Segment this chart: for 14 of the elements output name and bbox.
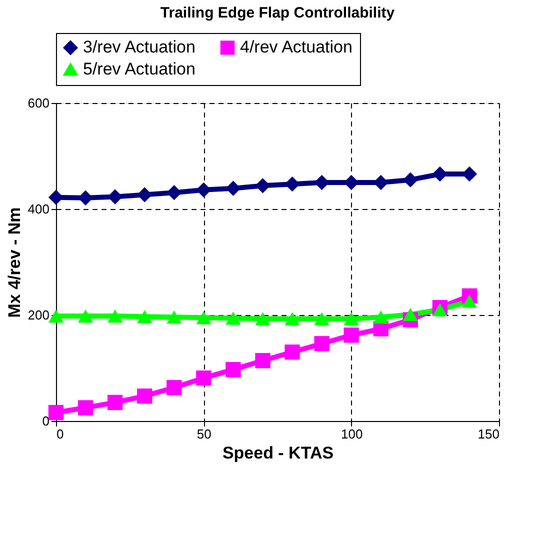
legend-label: 4/rev Actuation bbox=[240, 38, 352, 57]
legend-label: 3/rev Actuation bbox=[83, 38, 196, 57]
chart-title: Trailing Edge Flap Controllability bbox=[160, 4, 396, 22]
y-tick-label: 200 bbox=[28, 308, 50, 322]
y-tick-label: 600 bbox=[28, 96, 50, 110]
x-tick-label: 0 bbox=[56, 426, 64, 442]
y-tick-label: 400 bbox=[28, 202, 50, 216]
x-tick-label: 150 bbox=[478, 426, 500, 442]
x-tick-label: 100 bbox=[340, 426, 363, 442]
x-axis-title: Speed - KTAS bbox=[222, 444, 334, 462]
y-tick-label: 0 bbox=[42, 414, 50, 428]
y-axis-title: Mx 4/rev - Nm bbox=[4, 207, 24, 318]
x-tick-label: 50 bbox=[196, 426, 212, 442]
legend-label: 5/rev Actuation bbox=[83, 60, 196, 78]
